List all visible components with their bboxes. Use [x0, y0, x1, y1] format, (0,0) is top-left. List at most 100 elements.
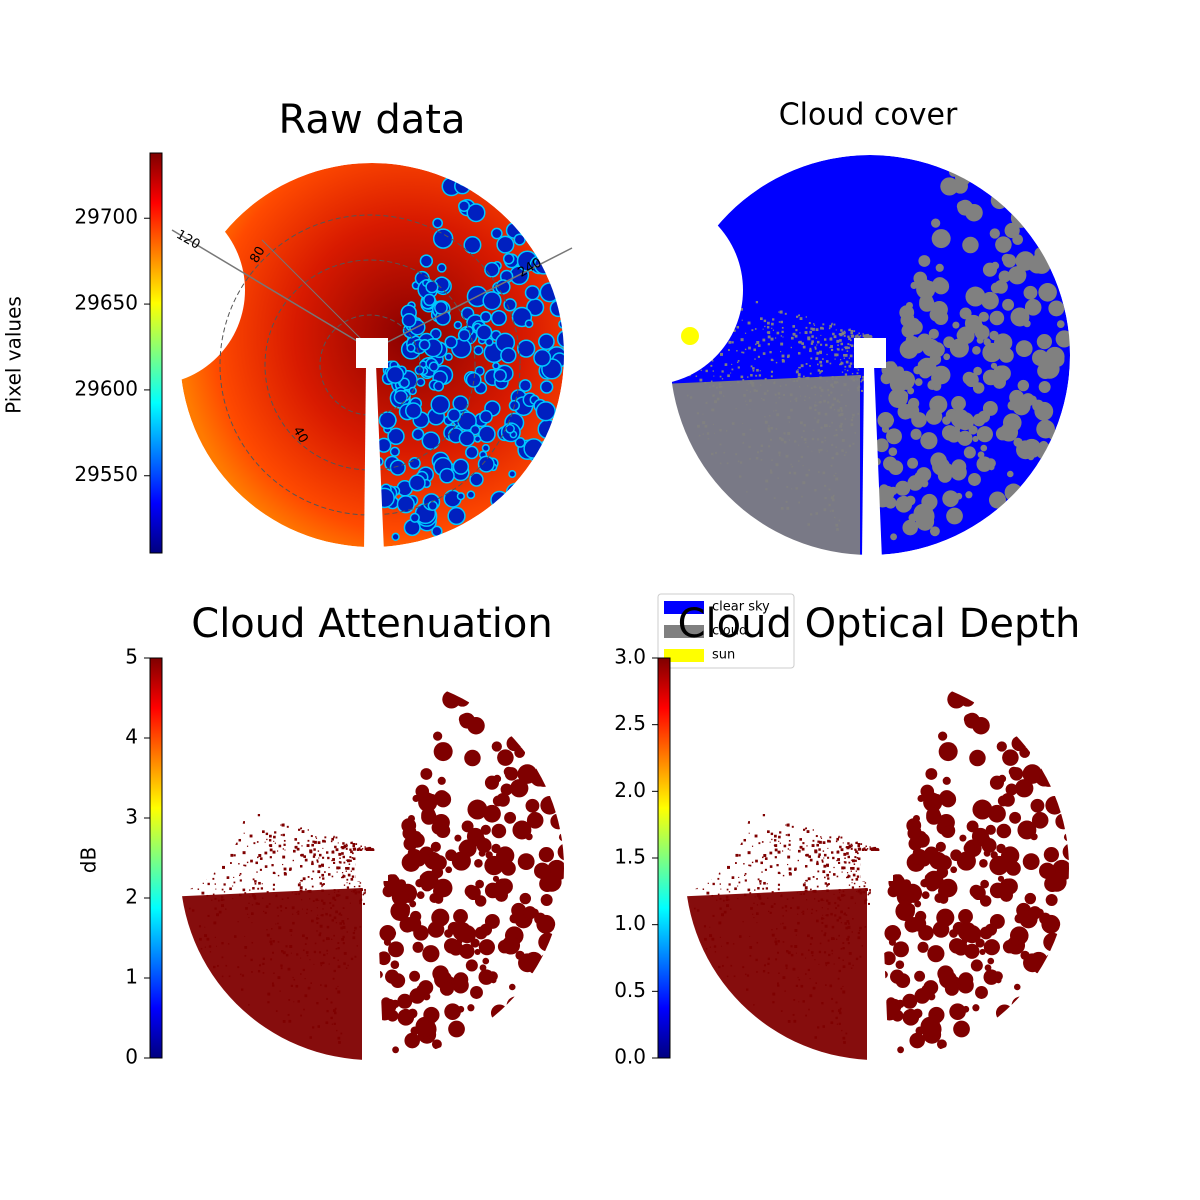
cloud-speck [826, 873, 830, 877]
cloud-speck [811, 844, 815, 848]
cloud-speck [798, 460, 800, 462]
cloud-speck [859, 336, 861, 338]
cloud-speck [810, 387, 813, 389]
cloud-blob [415, 879, 424, 888]
cloud-speck [763, 854, 767, 857]
cloud-speck [323, 840, 326, 843]
cloud-speck [220, 898, 224, 901]
cloud-speck [746, 988, 749, 991]
cloud-speck [815, 512, 819, 515]
cloud-speck [761, 841, 764, 843]
cloud-speck [810, 357, 813, 360]
cloud-speck [354, 891, 358, 895]
cloud-speck [813, 385, 817, 389]
cloud-speck [282, 848, 285, 850]
cloud-speck [748, 399, 752, 402]
cloud-speck [269, 834, 272, 838]
cloud-blob [932, 277, 948, 292]
cloud-speck [805, 316, 807, 318]
cloud-speck [251, 922, 253, 924]
cloud-speck [851, 334, 855, 338]
polar-label: 80 [247, 244, 268, 266]
cloud-blob [485, 851, 493, 859]
cloud-speck [763, 319, 767, 323]
cloud-speck [273, 840, 275, 842]
cloud-blob [1020, 950, 1030, 961]
cloud-speck [311, 860, 314, 863]
cloud-blob [1055, 942, 1066, 953]
cloud-speck [840, 412, 844, 416]
cloud-speck [778, 454, 781, 457]
cloud-speck [801, 911, 803, 913]
cloud-speck [779, 842, 782, 844]
cloud-speck [188, 907, 191, 910]
cloud-speck [835, 329, 837, 331]
cloud-speck [712, 423, 715, 426]
cloud-speck [840, 910, 843, 914]
cloud-speck [325, 912, 328, 916]
cloud-speck [273, 972, 275, 975]
cloud-speck [767, 972, 770, 974]
cloud-speck [226, 876, 230, 879]
cloud-blob [908, 513, 918, 523]
cloud-speck [769, 415, 771, 417]
cloud-speck [699, 852, 702, 855]
cloud-speck [759, 370, 761, 372]
cloud-speck [821, 859, 824, 862]
cloud-speck [808, 397, 811, 399]
cloud-speck [315, 836, 317, 838]
cloud-speck [175, 809, 178, 812]
cloud-speck [797, 444, 800, 446]
cloud-speck [774, 337, 777, 339]
cloud-speck [792, 333, 794, 335]
cloud-blob [937, 468, 953, 483]
cloud-speck [346, 931, 348, 933]
cloud-speck [339, 861, 342, 864]
cloud-speck [266, 838, 268, 841]
cloud-blob [907, 387, 915, 395]
cloud-blob [874, 438, 889, 453]
cloud-blob [1029, 951, 1049, 972]
cloud-blob [914, 900, 922, 908]
cloud-speck [345, 859, 347, 861]
cloud-speck [848, 357, 850, 359]
cloud-blob [387, 427, 405, 446]
cloud-speck [360, 888, 363, 892]
cloud-blob [1040, 241, 1060, 261]
cloud-speck [684, 325, 688, 329]
cloud-speck [866, 333, 870, 337]
cloud-speck [189, 834, 192, 837]
cloud-speck [842, 985, 844, 988]
cloud-blob [912, 857, 920, 865]
cloud-speck [352, 844, 355, 848]
cloud-blob [524, 951, 544, 972]
cloud-speck [235, 842, 238, 845]
cloud-speck [731, 422, 735, 425]
cloud-blob [386, 365, 405, 384]
cloud-speck [742, 379, 745, 382]
cloud-speck [789, 393, 793, 397]
cloud-speck [270, 942, 273, 946]
cloud-speck [688, 310, 690, 312]
cloud-speck [313, 950, 317, 954]
cloud-speck [852, 413, 855, 417]
cloud-speck [338, 913, 341, 916]
cloud-speck [282, 863, 284, 866]
colorbar-tick-label: 5 [125, 645, 138, 669]
cloud-speck [691, 838, 695, 842]
cloud-blob [479, 409, 493, 424]
cloud-speck [837, 348, 840, 351]
cloud-speck [828, 953, 831, 957]
cloud-blob [420, 768, 433, 780]
cloud-speck [696, 412, 700, 415]
cloud-blob [434, 790, 450, 805]
cloud-speck [718, 815, 721, 818]
cloud-speck [846, 919, 850, 923]
cloud-blob [965, 286, 986, 307]
cloud-speck [319, 924, 323, 928]
cloud-speck [843, 852, 847, 856]
cloud-speck [246, 845, 249, 847]
cloud-speck [724, 852, 727, 855]
cloud-speck [827, 847, 829, 849]
cloud-speck [207, 871, 210, 874]
